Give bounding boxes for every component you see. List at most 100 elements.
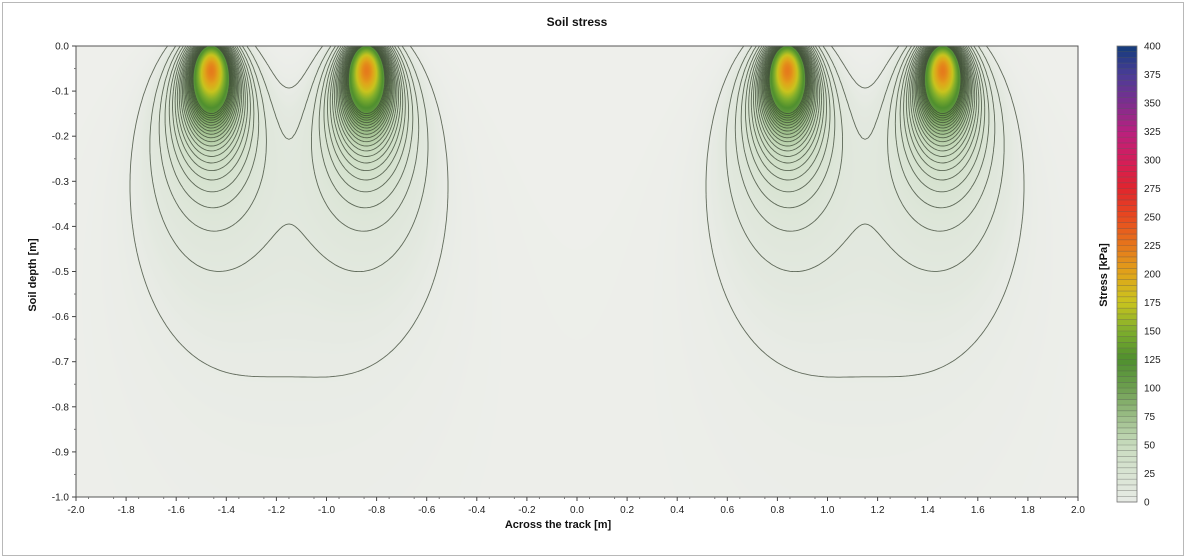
contour-40kpa bbox=[176, 45, 978, 164]
colorbar-band bbox=[1117, 325, 1137, 332]
y-tick-label: -0.9 bbox=[52, 447, 70, 458]
colorbar-band bbox=[1117, 154, 1137, 161]
contour-15kpa bbox=[158, 45, 996, 232]
colorbar-band bbox=[1117, 422, 1137, 429]
x-tick-label: -1.4 bbox=[218, 505, 236, 516]
y-tick-label: 0.0 bbox=[55, 42, 69, 53]
x-tick-label: -0.4 bbox=[468, 505, 486, 516]
y-tick-label: -0.4 bbox=[52, 222, 70, 233]
x-tick-label: -2.0 bbox=[67, 505, 85, 516]
plot-area bbox=[76, 45, 1078, 497]
colorbar-band bbox=[1117, 51, 1137, 58]
contour-50kpa bbox=[180, 45, 974, 152]
colorbar-band bbox=[1117, 239, 1137, 246]
soil-stress-chart: Soil stress -2.0 -1.8 -1.6 -1.4 -1.2 -1.0 -0.8… bbox=[27, 15, 1161, 531]
contour-10kpa bbox=[149, 45, 1005, 273]
y-tick-label: -0.7 bbox=[52, 357, 70, 368]
colorbar-tick-label: 250 bbox=[1144, 213, 1161, 224]
colorbar-band bbox=[1117, 262, 1137, 269]
colorbar-tick-label: 225 bbox=[1144, 241, 1161, 252]
colorbar-band bbox=[1117, 114, 1137, 121]
colorbar-band bbox=[1117, 467, 1137, 474]
colorbar-band bbox=[1117, 484, 1137, 491]
colorbar-band bbox=[1117, 171, 1137, 178]
contour-100kpa bbox=[191, 45, 963, 119]
contour-75kpa bbox=[186, 45, 968, 132]
colorbar-band bbox=[1117, 342, 1137, 349]
colorbar-band bbox=[1117, 228, 1137, 235]
x-tick-label: 2.0 bbox=[1071, 505, 1085, 516]
x-tick-label: 0.8 bbox=[770, 505, 784, 516]
colorbar-band bbox=[1117, 433, 1137, 440]
colorbar-band bbox=[1117, 445, 1137, 451]
x-tick-label: -1.2 bbox=[268, 505, 286, 516]
colorbar-band bbox=[1117, 182, 1137, 189]
x-tick-label: -0.6 bbox=[418, 505, 436, 516]
colorbar-band bbox=[1117, 205, 1137, 212]
colorbar-band bbox=[1117, 405, 1137, 412]
colorbar-band bbox=[1117, 148, 1137, 155]
y-tick-label: -0.1 bbox=[52, 87, 70, 98]
contour-lines bbox=[129, 45, 1025, 378]
colorbar-band bbox=[1117, 450, 1137, 457]
colorbar: 4003753503253002752502252001751501251007… bbox=[1116, 42, 1161, 509]
x-tick-label: -0.8 bbox=[368, 505, 386, 516]
colorbar-band bbox=[1117, 80, 1137, 87]
colorbar-band bbox=[1117, 496, 1137, 503]
colorbar-band bbox=[1117, 319, 1137, 326]
colorbar-band bbox=[1117, 274, 1137, 280]
colorbar-tick-label: 50 bbox=[1144, 441, 1156, 452]
y-tick-label: -0.8 bbox=[52, 402, 70, 413]
contour-35kpa bbox=[174, 45, 980, 172]
colorbar-band bbox=[1117, 142, 1137, 149]
contour-55kpa bbox=[182, 45, 972, 147]
x-tick-label: -1.6 bbox=[168, 505, 186, 516]
colorbar-tick-label: 350 bbox=[1144, 99, 1161, 110]
y-tick-label: -1.0 bbox=[52, 493, 70, 504]
colorbar-band bbox=[1117, 251, 1137, 258]
colorbar-tick-label: 300 bbox=[1144, 156, 1161, 167]
colorbar-band bbox=[1117, 131, 1137, 138]
axes: -2.0 -1.8 -1.6 -1.4 -1.2 -1.0 -0.8 -0.6 -0.4 -0.2… bbox=[52, 42, 1086, 517]
colorbar-band bbox=[1117, 217, 1137, 223]
colorbar-band bbox=[1117, 393, 1137, 400]
contour-60kpa bbox=[183, 45, 971, 143]
colorbar-tick-label: 400 bbox=[1144, 42, 1161, 53]
colorbar-band bbox=[1117, 456, 1137, 463]
colorbar-band bbox=[1117, 188, 1137, 195]
colorbar-tick-label: 0 bbox=[1144, 498, 1150, 509]
y-tick-label: -0.3 bbox=[52, 177, 70, 188]
colorbar-band bbox=[1117, 234, 1137, 241]
colorbar-band bbox=[1117, 336, 1137, 343]
colorbar-band bbox=[1117, 353, 1137, 360]
y-axis-title: Soil depth [m] bbox=[27, 238, 39, 312]
colorbar-band bbox=[1117, 222, 1137, 229]
x-tick-label: 0.2 bbox=[620, 505, 634, 516]
colorbar-band bbox=[1117, 479, 1137, 486]
x-tick-label: 1.4 bbox=[921, 505, 935, 516]
colorbar-band bbox=[1117, 410, 1137, 417]
colorbar-band bbox=[1117, 348, 1137, 355]
colorbar-band bbox=[1117, 473, 1137, 480]
colorbar-band bbox=[1117, 85, 1137, 92]
chart-title: Soil stress bbox=[547, 15, 608, 29]
y-tick-label: -0.2 bbox=[52, 132, 70, 143]
colorbar-band bbox=[1117, 268, 1137, 275]
colorbar-band bbox=[1117, 416, 1137, 423]
colorbar-band bbox=[1117, 125, 1137, 132]
x-tick-label: 0.0 bbox=[570, 505, 584, 516]
colorbar-band bbox=[1117, 296, 1137, 303]
colorbar-tick-label: 175 bbox=[1144, 298, 1161, 309]
contour-5kpa bbox=[129, 45, 1025, 378]
colorbar-band bbox=[1117, 46, 1137, 52]
x-tick-label: -1.8 bbox=[117, 505, 135, 516]
colorbar-tick-label: 325 bbox=[1144, 127, 1161, 138]
x-tick-label: 1.8 bbox=[1021, 505, 1035, 516]
colorbar-band bbox=[1117, 256, 1137, 263]
colorbar-band bbox=[1117, 63, 1137, 70]
colorbar-band bbox=[1117, 160, 1137, 166]
colorbar-band bbox=[1117, 120, 1137, 127]
colorbar-band bbox=[1117, 331, 1137, 337]
colorbar-band bbox=[1117, 194, 1137, 201]
contour-80kpa bbox=[187, 45, 967, 129]
